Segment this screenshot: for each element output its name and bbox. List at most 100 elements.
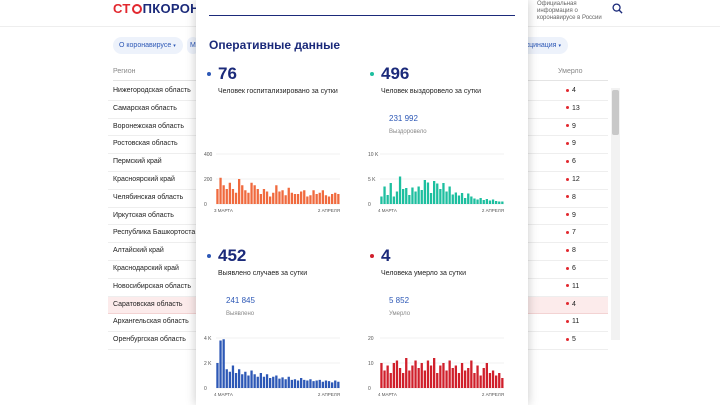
scrollbar-track[interactable] (611, 88, 620, 340)
bar[interactable] (386, 365, 389, 389)
bar[interactable] (287, 376, 290, 388)
bar[interactable] (423, 180, 426, 204)
column-header-died[interactable]: Умерло (558, 68, 583, 75)
bar[interactable] (327, 196, 331, 205)
bar[interactable] (408, 370, 411, 389)
bar[interactable] (498, 201, 501, 205)
bar[interactable] (408, 195, 411, 204)
bar[interactable] (309, 195, 312, 204)
bar[interactable] (222, 185, 225, 204)
bar[interactable] (383, 370, 386, 389)
bar[interactable] (253, 185, 256, 204)
bar[interactable] (442, 363, 445, 388)
bar[interactable] (405, 358, 408, 388)
bar[interactable] (467, 193, 470, 205)
bar[interactable] (467, 368, 470, 388)
bar[interactable] (303, 379, 306, 388)
bar[interactable] (398, 176, 402, 205)
bar[interactable] (284, 195, 287, 204)
bar[interactable] (451, 194, 454, 205)
bar[interactable] (262, 189, 266, 204)
bar[interactable] (482, 368, 485, 388)
bar[interactable] (392, 363, 395, 388)
bar[interactable] (470, 196, 473, 205)
bar[interactable] (219, 177, 222, 204)
bar[interactable] (238, 179, 241, 204)
bar[interactable] (445, 370, 448, 389)
bar[interactable] (439, 365, 442, 389)
bar[interactable] (290, 379, 293, 388)
bar[interactable] (238, 369, 241, 388)
bar[interactable] (306, 196, 309, 205)
bar[interactable] (457, 195, 461, 205)
bar[interactable] (318, 192, 321, 204)
bar[interactable] (244, 190, 247, 204)
bar[interactable] (476, 199, 479, 205)
bar[interactable] (293, 194, 297, 204)
bar[interactable] (473, 198, 476, 205)
bar[interactable] (265, 374, 269, 388)
bar[interactable] (331, 194, 334, 204)
bar[interactable] (259, 373, 262, 388)
bar[interactable] (454, 192, 457, 205)
bar[interactable] (259, 194, 262, 204)
bar[interactable] (262, 376, 266, 388)
column-header-region[interactable]: Регион (113, 68, 136, 75)
bar[interactable] (460, 193, 464, 204)
bar[interactable] (451, 368, 454, 388)
bar[interactable] (228, 182, 231, 204)
bar[interactable] (380, 363, 383, 388)
bar[interactable] (272, 192, 275, 204)
bar[interactable] (331, 382, 334, 388)
bar[interactable] (256, 189, 259, 204)
bar[interactable] (482, 200, 485, 204)
bar[interactable] (479, 198, 482, 204)
bar[interactable] (476, 365, 479, 389)
bar[interactable] (306, 380, 309, 389)
bar[interactable] (488, 373, 492, 388)
bar[interactable] (442, 183, 445, 204)
bar[interactable] (380, 196, 383, 205)
bar[interactable] (457, 373, 461, 388)
bar[interactable] (417, 186, 420, 205)
bar[interactable] (244, 371, 247, 388)
bar[interactable] (300, 378, 303, 388)
bar[interactable] (429, 365, 433, 389)
bar[interactable] (275, 375, 278, 389)
bar[interactable] (433, 358, 436, 388)
bar[interactable] (426, 182, 430, 205)
bar[interactable] (420, 190, 423, 204)
bar[interactable] (278, 378, 281, 388)
bar[interactable] (290, 192, 293, 204)
bar[interactable] (337, 194, 340, 204)
bar[interactable] (228, 371, 231, 388)
bar[interactable] (436, 373, 439, 388)
bar[interactable] (312, 190, 315, 204)
bar[interactable] (445, 191, 448, 205)
bar[interactable] (464, 370, 467, 389)
bar[interactable] (234, 373, 238, 388)
bar[interactable] (501, 201, 504, 205)
bar[interactable] (429, 193, 433, 204)
bar[interactable] (250, 370, 253, 389)
bar[interactable] (389, 183, 392, 204)
bar[interactable] (398, 368, 402, 388)
bar[interactable] (491, 370, 495, 389)
bar[interactable] (389, 373, 392, 388)
bar[interactable] (247, 375, 250, 389)
bar[interactable] (454, 365, 457, 389)
bar[interactable] (231, 365, 235, 389)
bar[interactable] (495, 201, 498, 204)
bar[interactable] (303, 190, 306, 204)
bar[interactable] (241, 374, 244, 388)
bar[interactable] (324, 195, 328, 204)
bar[interactable] (426, 360, 430, 389)
bar[interactable] (414, 360, 417, 389)
bar[interactable] (495, 375, 498, 389)
scrollbar-thumb[interactable] (612, 90, 619, 135)
bar[interactable] (386, 195, 389, 204)
bar[interactable] (269, 196, 272, 205)
bar[interactable] (278, 191, 281, 205)
bar[interactable] (253, 374, 256, 388)
bar[interactable] (284, 379, 287, 388)
